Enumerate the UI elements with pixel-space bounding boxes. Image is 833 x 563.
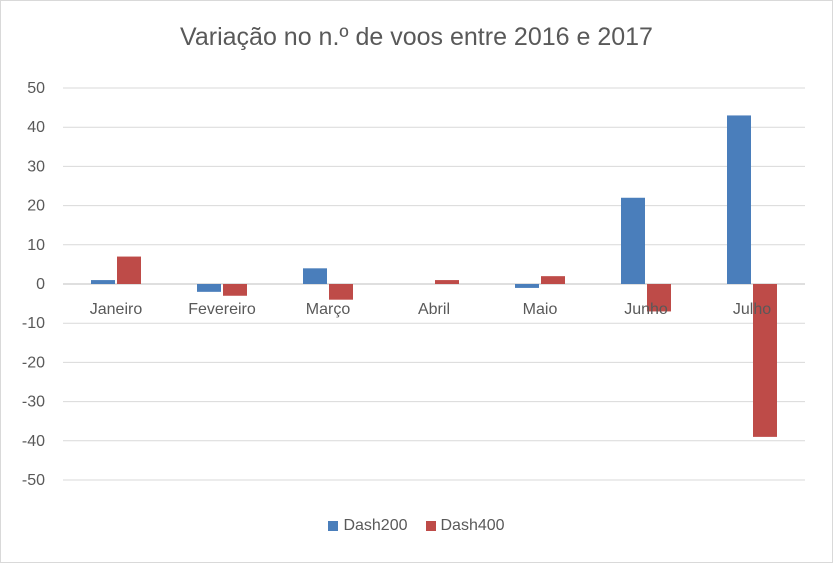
bar-dash200-janeiro <box>91 280 115 284</box>
legend: Dash200 Dash400 <box>1 517 832 535</box>
bar-dash400-março <box>329 284 353 300</box>
legend-swatch-dash400 <box>425 521 436 531</box>
y-tick-label: 0 <box>36 276 45 293</box>
bar-dash200-junho <box>621 197 645 284</box>
y-tick-label: 20 <box>27 198 45 215</box>
legend-label-dash200: Dash200 <box>343 517 408 534</box>
x-axis-categories: Janeiro Fevereiro Março Abril Maio Junho Julho <box>90 301 771 318</box>
y-tick-label: 50 <box>27 80 45 97</box>
y-tick-label: -20 <box>22 354 45 371</box>
x-category-label: Maio <box>523 301 558 318</box>
x-category-label: Fevereiro <box>188 301 256 318</box>
bar-dash400-junho <box>647 284 671 312</box>
legend-label-dash400: Dash400 <box>440 517 505 534</box>
y-tick-label: -30 <box>22 394 45 411</box>
legend-item-dash200: Dash200 <box>328 517 408 535</box>
x-category-label: Julho <box>733 301 771 318</box>
legend-swatch-dash200 <box>328 521 339 531</box>
gridlines <box>63 87 805 481</box>
y-tick-label: 40 <box>27 119 45 136</box>
y-tick-label: 30 <box>27 158 45 175</box>
bar-dash400-maio <box>541 276 565 284</box>
y-tick-label: -10 <box>22 315 45 332</box>
bar-dash200-março <box>303 268 327 284</box>
bars <box>91 115 777 437</box>
bar-dash400-fevereiro <box>223 284 247 296</box>
y-tick-label: -40 <box>22 433 45 450</box>
bar-dash400-julho <box>753 284 777 437</box>
bar-dash200-julho <box>727 115 751 284</box>
y-tick-label: -50 <box>22 472 45 489</box>
y-axis-ticks: 50 40 30 20 10 0 -10 -20 -30 -40 -50 <box>22 80 45 489</box>
bar-dash400-abril <box>435 280 459 284</box>
x-category-label: Junho <box>624 301 668 318</box>
x-category-label: Abril <box>418 301 450 318</box>
bar-dash400-janeiro <box>117 256 141 284</box>
chart-title: Variação no n.º de voos entre 2016 e 201… <box>180 23 653 51</box>
x-category-label: Março <box>306 301 351 318</box>
x-category-label: Janeiro <box>90 301 143 318</box>
legend-item-dash400: Dash400 <box>425 517 505 535</box>
y-tick-label: 10 <box>27 237 45 254</box>
bar-dash200-maio <box>515 284 539 288</box>
bar-dash200-fevereiro <box>197 284 221 292</box>
